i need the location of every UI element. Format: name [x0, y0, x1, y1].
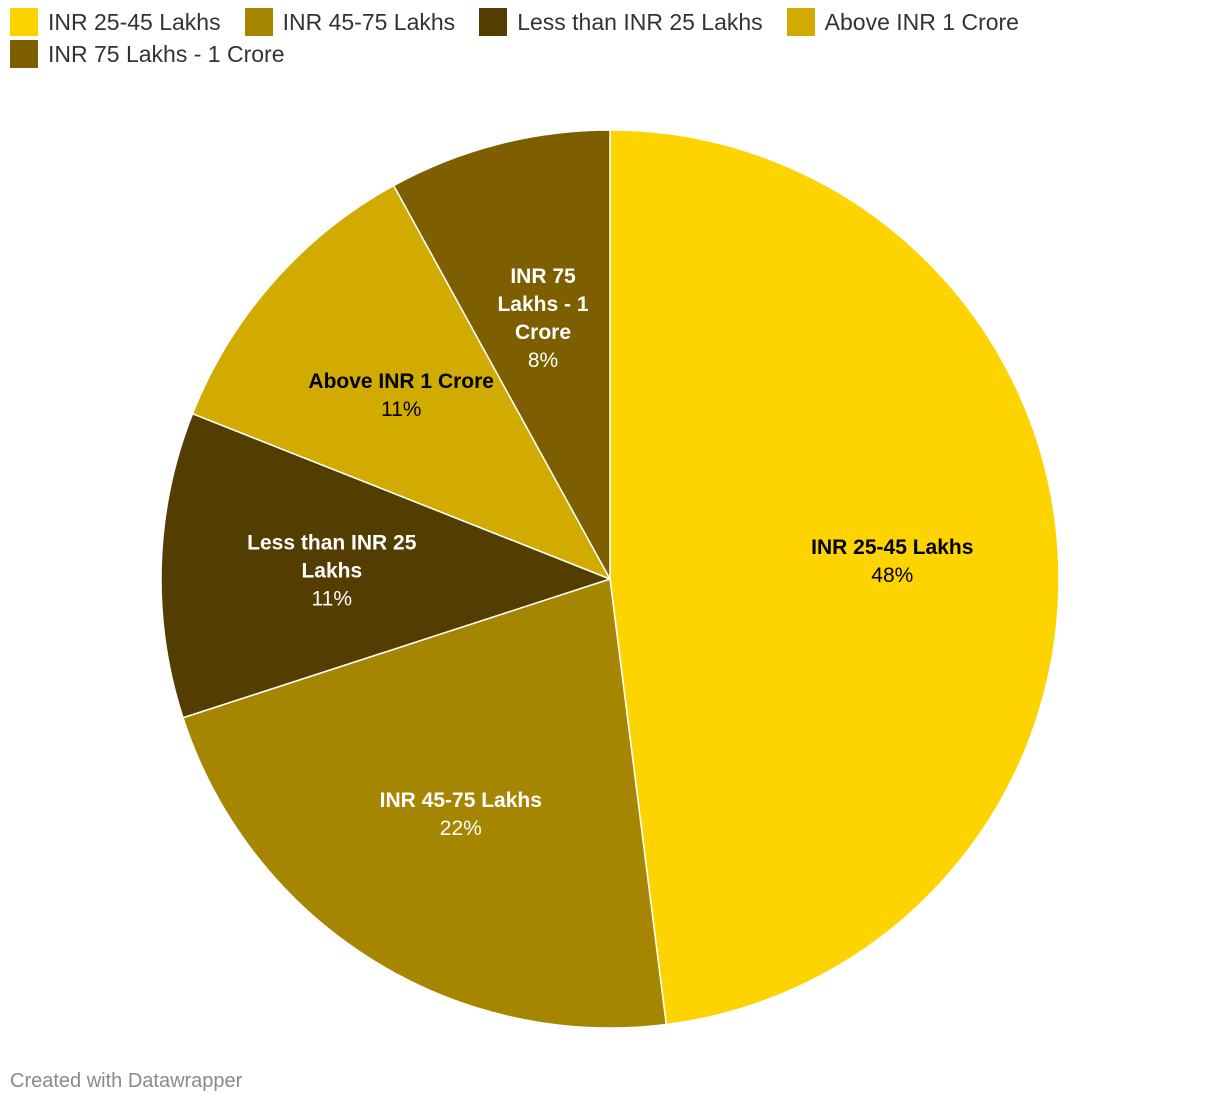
pie-chart: INR 25-45 Lakhs 48% INR 45-75 Lakhs 22% Less… [160, 129, 1060, 1029]
legend-label: INR 45-75 Lakhs [282, 8, 456, 35]
legend-label: Above INR 1 Crore [824, 8, 1019, 35]
slice-category-label: Above INR 1 Crore [308, 370, 494, 393]
legend-item: INR 25-45 Lakhs [10, 8, 221, 36]
pie-slice [392, 129, 611, 580]
pie-slice [191, 184, 611, 580]
slice-category-label: Crore [515, 321, 571, 344]
pie-slice [160, 412, 611, 719]
slice-category-label: INR 75 [510, 265, 576, 288]
legend-label: INR 75 Lakhs - 1 Crore [48, 40, 285, 67]
chart-legend: INR 25-45 Lakhs INR 45-75 Lakhs Less tha… [10, 8, 1200, 68]
slice-category-label: INR 45-75 Lakhs [380, 789, 542, 812]
slice-label-group: Above INR 1 Crore 11% [308, 370, 494, 421]
pie-slice [182, 578, 668, 1029]
slice-label-group: INR 25-45 Lakhs 48% [811, 536, 973, 587]
legend-swatch [10, 40, 38, 68]
slice-category-label: INR 25-45 Lakhs [811, 536, 973, 559]
legend-item: INR 75 Lakhs - 1 Crore [10, 40, 284, 68]
legend-item: Above INR 1 Crore [786, 8, 1019, 36]
legend-item: Less than INR 25 Lakhs [479, 8, 763, 36]
slice-value-label: 8% [528, 349, 558, 372]
slice-category-label: Less than INR 25 [247, 531, 417, 554]
slice-label-group: Less than INR 25 Lakhs 11% [247, 531, 417, 610]
legend-label: Less than INR 25 Lakhs [517, 8, 763, 35]
slice-value-label: 11% [381, 398, 421, 421]
pie-slice [609, 129, 1060, 1026]
legend-swatch [244, 8, 273, 36]
legend-swatch [10, 8, 38, 36]
legend-swatch [786, 8, 815, 36]
slice-value-label: 11% [312, 587, 352, 610]
slice-category-label: Lakhs [301, 559, 362, 582]
slice-value-label: 48% [871, 564, 913, 587]
legend-swatch [479, 8, 508, 36]
legend-label: INR 25-45 Lakhs [48, 8, 221, 35]
slice-category-label: Lakhs - 1 [497, 293, 588, 316]
legend-item: INR 45-75 Lakhs [244, 8, 456, 36]
slice-value-label: 22% [440, 817, 482, 840]
slice-label-group: INR 45-75 Lakhs 22% [380, 789, 542, 840]
slice-label-group: INR 75 Lakhs - 1 Crore 8% [497, 265, 588, 372]
datawrapper-credit: Created with Datawrapper [10, 1070, 243, 1092]
